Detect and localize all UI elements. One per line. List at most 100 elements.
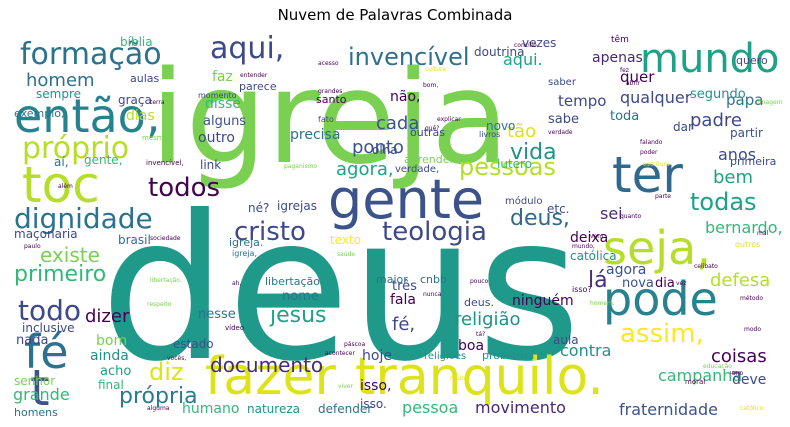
cloud-word: dar: [673, 120, 693, 134]
cloud-word: pessoa: [402, 398, 458, 417]
cloud-word: novo: [486, 119, 515, 133]
cloud-word: terra: [150, 99, 165, 106]
cloud-word: deus: [100, 173, 581, 406]
cloud-word: t: [30, 359, 50, 417]
cloud-word: assim,: [620, 319, 704, 349]
cloud-word: bem: [713, 167, 753, 188]
cloud-word: documento: [210, 353, 323, 377]
cloud-word: disse: [205, 96, 241, 112]
cloud-word: verdade: [548, 129, 573, 136]
cloud-word: etc.: [547, 202, 570, 216]
cloud-word: boa: [458, 338, 484, 354]
cloud-word: ter: [612, 146, 683, 204]
cloud-word: tranquilo.: [355, 347, 604, 407]
cloud-word: então,: [14, 89, 160, 143]
cloud-word: entender: [240, 72, 268, 79]
cloud-word: santo: [316, 93, 347, 106]
cloud-word: homem,: [590, 300, 615, 307]
cloud-word: mal: [757, 230, 769, 237]
cloud-word: celibato: [694, 263, 718, 270]
cloud-word: fraternidade: [619, 400, 718, 419]
cloud-word: saber: [548, 77, 577, 88]
cloud-word: quanto: [620, 213, 641, 220]
cloud-word: quer: [620, 68, 655, 86]
cloud-word: isso?: [572, 285, 592, 294]
cloud-word: bíblia: [120, 35, 153, 49]
cloud-word: papa: [726, 91, 763, 109]
cloud-word: grande: [13, 385, 70, 404]
cloud-word: apenas: [592, 50, 643, 66]
cloud-word: deus.: [464, 296, 494, 309]
cloud-word: todas: [690, 188, 757, 216]
cloud-word: formação: [20, 37, 162, 72]
cloud-word: doutrina: [474, 45, 525, 59]
cloud-word: agora: [606, 262, 646, 278]
cloud-word: ainda: [90, 348, 129, 364]
cloud-word: grandes: [318, 88, 342, 95]
cloud-word: igreja.: [229, 236, 263, 249]
cloud-word: invencível,: [146, 159, 184, 167]
cloud-word: defesa: [710, 270, 770, 291]
cloud-word: educação: [703, 363, 732, 370]
cloud-word: outro: [198, 130, 235, 146]
cloud-word: dias: [126, 108, 155, 124]
cloud-word: teologia: [382, 217, 487, 247]
cloud-word: ninguém: [512, 293, 574, 309]
cloud-word: hoje: [362, 348, 392, 364]
cloud-word: vez: [676, 280, 686, 287]
cloud-word: anos: [718, 145, 756, 164]
cloud-word: explicar: [437, 116, 461, 123]
cloud-word: alguns: [203, 114, 246, 129]
cloud-word: defender: [318, 402, 372, 416]
cloud-word: aqui.: [503, 50, 543, 69]
cloud-word: deve: [732, 372, 766, 388]
cloud-word: jesus: [269, 303, 327, 328]
cloud-word: segundo: [690, 87, 746, 102]
cloud-word: outras: [410, 126, 445, 139]
cloud-word: fato: [318, 115, 334, 124]
cloud-word: três: [392, 279, 417, 294]
cloud-word: lutero: [497, 157, 532, 171]
cloud-word: bernardo,: [705, 218, 783, 237]
cloud-word: lá: [588, 268, 608, 293]
cloud-word: acho: [100, 364, 131, 379]
cloud-word: gente,: [84, 153, 123, 167]
cloud-word: movimento: [475, 398, 566, 417]
cloud-word: ano: [732, 370, 743, 377]
cloud-word: fazer: [205, 347, 336, 407]
cloud-word: vida: [510, 140, 557, 165]
cloud-word: fez: [620, 67, 629, 74]
cloud-word: acesso: [318, 60, 339, 67]
cloud-word: paulo: [24, 243, 41, 250]
cloud-word: maçonaria: [14, 227, 78, 241]
cloud-word: fé: [24, 325, 69, 379]
cloud-word: sabe: [548, 112, 579, 127]
cloud-word: primeira: [730, 155, 776, 168]
cloud-word: toda: [610, 109, 639, 124]
cloud-word: bom,: [423, 82, 438, 89]
cloud-word: né?: [248, 201, 269, 215]
cloud-word: precisa: [290, 127, 340, 143]
cloud-word: igreja,: [232, 249, 257, 258]
cloud-word: tempo: [558, 92, 606, 110]
cloud-word: senhor: [14, 374, 55, 388]
cloud-word: humano: [182, 401, 239, 417]
cloud-word: agora,: [336, 159, 394, 180]
cloud-word: católico: [740, 405, 764, 412]
cloud-word: pouco: [470, 278, 489, 285]
cloud-word: faz: [212, 69, 233, 85]
cloud-word: aqui,: [210, 31, 284, 66]
cloud-word: módulo: [505, 195, 542, 207]
cloud-word: final: [98, 378, 124, 392]
cloud-word: nunca: [423, 291, 442, 298]
cloud-word: próprio: [22, 131, 129, 166]
cloud-word: falando: [640, 139, 663, 146]
cloud-word: aprender: [404, 153, 454, 166]
cloud-word: momento: [198, 91, 237, 100]
cloud-word: livros: [479, 130, 500, 139]
cloud-word: nova: [622, 276, 654, 291]
cloud-word: concílio: [514, 42, 537, 49]
cloud-word: igreja: [150, 44, 509, 193]
cloud-word: aula: [553, 333, 579, 347]
cloud-word: bom: [96, 333, 127, 349]
